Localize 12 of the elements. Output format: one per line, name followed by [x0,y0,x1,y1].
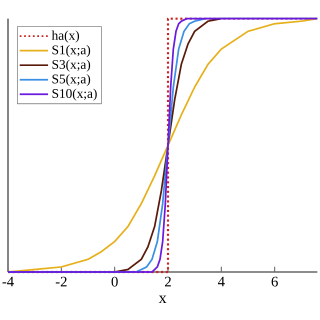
x-tick-label: -2 [56,276,67,286]
x-tick-label: 6 [272,276,278,287]
x-axis-title: x [158,296,166,303]
x-tick-label: 4 [218,276,225,286]
legend-label: S5(x;a) [52,74,90,86]
x-tick-label: 2 [164,276,171,286]
legend-label: S10(x;a) [52,88,97,101]
legend-label: S3(x;a) [52,60,90,72]
x-tick-label: -4 [2,276,14,286]
legend-label: S1(x;a) [52,45,90,58]
legend-label: ha(x) [52,30,80,43]
x-tick-label: 0 [112,276,118,287]
